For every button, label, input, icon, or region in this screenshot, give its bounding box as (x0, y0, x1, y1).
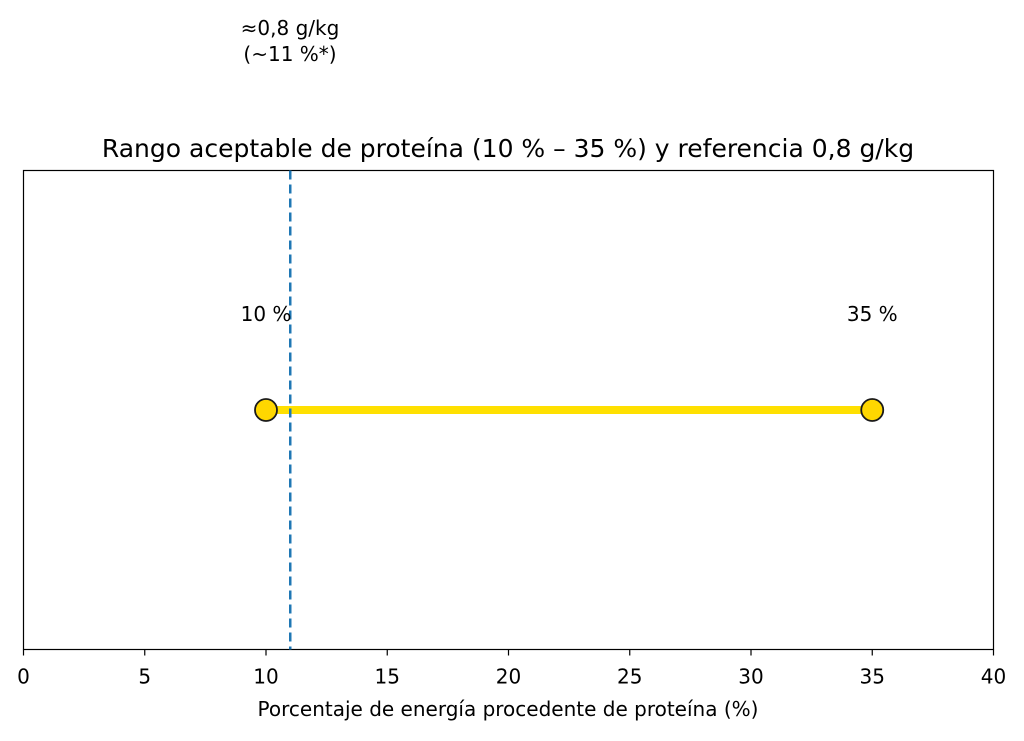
x-tick-label: 25 (617, 665, 642, 689)
reference-annotation-line2: (~11 %*) (243, 42, 336, 66)
x-tick-label: 30 (738, 665, 763, 689)
range-end-marker (860, 398, 885, 422)
x-tick-label: 20 (496, 665, 521, 689)
x-tick-label: 15 (375, 665, 400, 689)
chart-marks: 0 5 10 15 20 25 30 35 40 10 % 35 % (17, 170, 1006, 689)
x-axis-label: Porcentaje de energía procedente de prot… (258, 697, 759, 721)
x-tick-label: 40 (981, 665, 1006, 689)
range-start-marker (254, 398, 278, 422)
range-start-label: 10 % (241, 302, 292, 326)
x-tick-label: 10 (253, 665, 278, 689)
chart-title: Rango aceptable de proteína (10 % – 35 %… (102, 134, 914, 163)
x-tick-label: 0 (17, 665, 30, 689)
reference-annotation-line1: ≈0,8 g/kg (241, 16, 340, 40)
x-tick-label: 5 (138, 665, 151, 689)
x-tick-label: 35 (860, 665, 885, 689)
range-end-label: 35 % (847, 302, 898, 326)
